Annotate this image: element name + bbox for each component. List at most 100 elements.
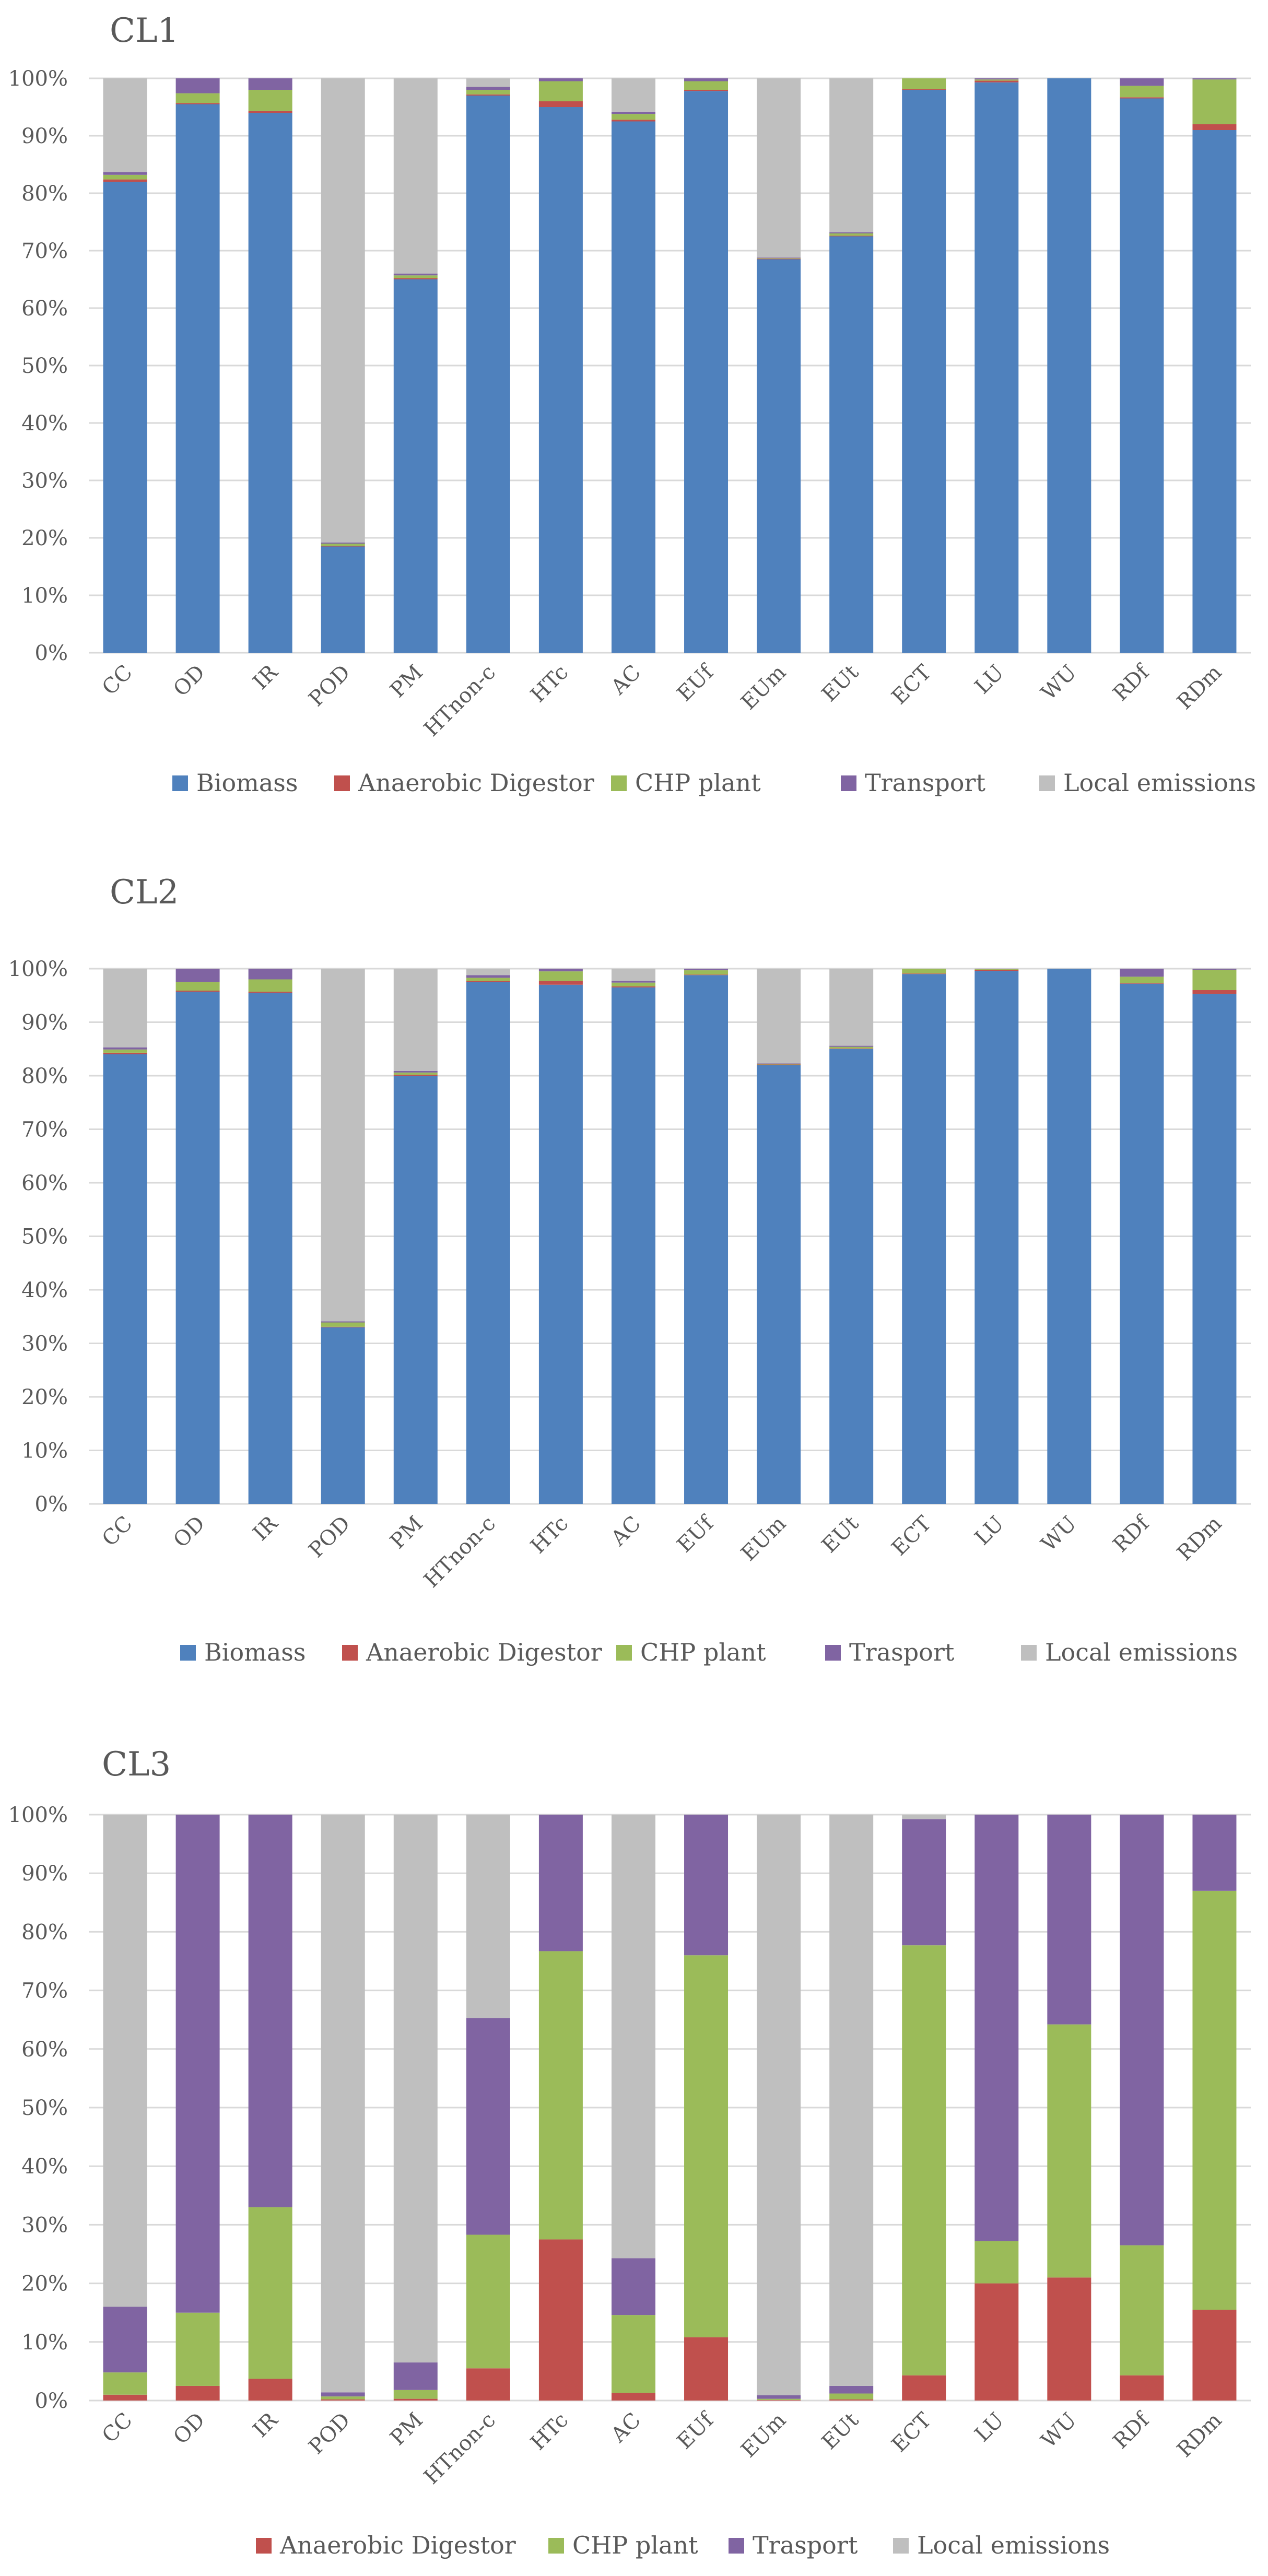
bar-segment — [538, 984, 583, 1504]
bar-segment — [1192, 130, 1237, 653]
bar-segment — [1192, 1890, 1237, 2310]
bar-segment — [248, 993, 292, 1504]
bar-segment — [1192, 124, 1237, 130]
bar-segment — [466, 2368, 510, 2401]
bar-segment — [1192, 990, 1237, 994]
bar-segment — [393, 2362, 438, 2390]
bar-segment — [1047, 2277, 1091, 2401]
bar-segment — [175, 992, 220, 1504]
legend-label: CHP plant — [640, 1638, 766, 1666]
bar-segment — [611, 2393, 655, 2401]
x-tick-label: RDf — [1109, 1510, 1155, 1557]
bar-segment — [103, 172, 147, 175]
bar-segment — [103, 1054, 147, 1504]
bar-segment — [1192, 994, 1237, 1504]
bar-segment — [103, 182, 147, 653]
x-tick-label: EUf — [673, 659, 720, 706]
bar-segment — [684, 81, 729, 90]
bar-segment — [1192, 78, 1237, 80]
bar-segment — [248, 111, 292, 113]
bar-segment — [393, 278, 438, 279]
bar-segment — [321, 78, 365, 543]
bar-segment — [538, 1815, 583, 1951]
bar-segment — [975, 80, 1019, 83]
y-tick-label: 80% — [21, 1920, 68, 1944]
bar-segment — [175, 103, 220, 104]
bar-segment — [103, 1047, 147, 1050]
bar-segment — [466, 969, 510, 975]
y-tick-label: 30% — [21, 2213, 68, 2237]
x-tick-label: HTc — [526, 1512, 573, 1559]
y-tick-label: 20% — [21, 2272, 68, 2296]
y-tick-label: 60% — [21, 1171, 68, 1195]
bar-segment — [684, 974, 729, 975]
bar-segment — [757, 1065, 801, 1504]
bar-segment — [248, 992, 292, 993]
bar-segment — [103, 174, 147, 180]
bar-segment — [175, 2385, 220, 2401]
bar-segment — [321, 1321, 365, 1323]
x-tick-label: RDm — [1172, 1512, 1226, 1566]
legend-label: Trasport — [849, 1638, 955, 1666]
x-tick-label: PM — [385, 661, 428, 703]
bar-segment — [902, 1945, 946, 2375]
bar-segment — [248, 969, 292, 980]
x-tick-label: OD — [169, 661, 209, 701]
bar-segment — [757, 2395, 801, 2399]
bar-segment — [321, 2392, 365, 2397]
bar-segment — [103, 969, 147, 1048]
x-tick-label: WU — [1037, 1512, 1081, 1556]
bar-segment — [829, 78, 874, 232]
y-tick-label: 10% — [21, 584, 68, 608]
bar-segment — [175, 93, 220, 103]
bar-segment — [975, 2283, 1019, 2401]
bar-segment — [611, 986, 655, 987]
bar-segment — [829, 2393, 874, 2399]
bar-segment — [757, 1815, 801, 2395]
bar-segment — [1120, 78, 1164, 86]
legend-swatch — [893, 2538, 909, 2554]
bar-segment — [829, 969, 874, 1046]
bar-segment — [466, 2234, 510, 2369]
x-tick-label: WU — [1037, 661, 1081, 705]
bar-segment — [902, 1819, 946, 1946]
bar-segment — [902, 78, 946, 89]
legend-swatch — [825, 1645, 841, 1661]
legend-label: Biomass — [196, 769, 298, 797]
bar-segment — [611, 969, 655, 981]
bar-segment — [321, 2399, 365, 2401]
y-tick-label: 10% — [21, 1439, 68, 1463]
bar-segment — [684, 2337, 729, 2401]
bar-segment — [466, 982, 510, 1504]
x-tick-label: ECT — [887, 2408, 936, 2457]
x-tick-label: HTnon-c — [419, 661, 500, 742]
legend-label: Anaerobic Digestor — [279, 2531, 516, 2559]
bar-segment — [538, 981, 583, 985]
bar-segment — [103, 1815, 147, 2307]
bar-segment — [393, 1071, 438, 1073]
bar-segment — [538, 107, 583, 653]
x-tick-label: EUt — [817, 1512, 863, 1558]
bar-segment — [611, 987, 655, 1504]
y-tick-label: 60% — [21, 297, 68, 321]
bar-segment — [321, 544, 365, 546]
bar-segment — [538, 1951, 583, 2240]
y-tick-label: 90% — [21, 124, 68, 148]
y-tick-label: 20% — [21, 1385, 68, 1409]
bar-segment — [1047, 2024, 1091, 2278]
y-tick-label: 100% — [8, 957, 68, 981]
bar-segment — [538, 969, 583, 972]
bar-segment — [393, 1076, 438, 1504]
legend-swatch — [172, 775, 188, 791]
bar-segment — [829, 1049, 874, 1504]
x-tick-label: RDf — [1109, 2407, 1155, 2453]
x-tick-label: HTc — [526, 2408, 573, 2455]
bar-segment — [1120, 86, 1164, 98]
x-tick-label: IR — [249, 2407, 283, 2442]
bar-segment — [393, 2398, 438, 2401]
bar-segment — [393, 1072, 438, 1075]
bar-segment — [466, 978, 510, 981]
bar-segment — [1192, 79, 1237, 124]
y-tick-label: 70% — [21, 239, 68, 263]
bar-segment — [248, 78, 292, 90]
